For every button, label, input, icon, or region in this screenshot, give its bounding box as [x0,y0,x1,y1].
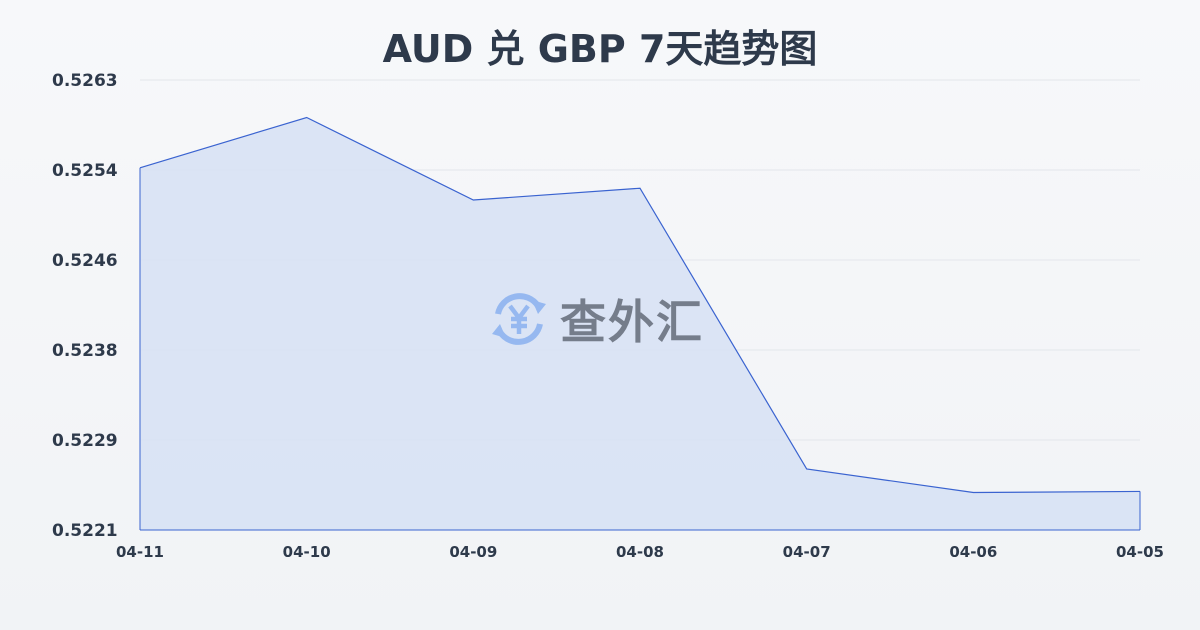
area-fill [140,117,1140,530]
x-tick-label: 04-05 [1116,543,1164,561]
x-tick-label: 04-09 [449,543,497,561]
y-tick-label: 0.5229 [52,431,118,451]
y-tick-label: 0.5254 [52,161,118,181]
x-tick-label: 04-10 [283,543,331,561]
x-tick-label: 04-11 [116,543,164,561]
watermark-text: 查外汇 [560,295,704,349]
x-tick-label: 04-07 [783,543,831,561]
x-tick-label: 04-08 [616,543,664,561]
y-tick-label: 0.5221 [52,521,118,541]
y-tick-label: 0.5263 [52,71,118,91]
y-tick-label: 0.5238 [52,341,118,361]
x-tick-label: 04-06 [949,543,997,561]
yen-exchange-icon [492,293,546,345]
chart-title: AUD 兑 GBP 7天趋势图 [382,27,818,71]
watermark: 查外汇 [488,286,704,352]
y-tick-label: 0.5246 [52,251,118,271]
